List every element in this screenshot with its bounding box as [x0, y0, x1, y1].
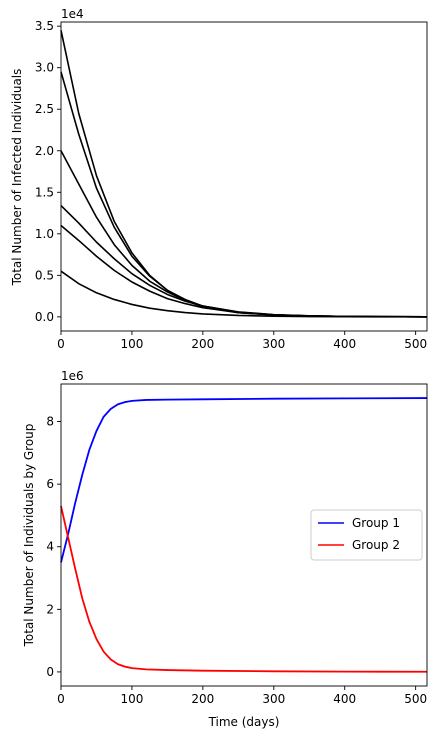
group-x-axis-label: Time (days) — [208, 715, 280, 729]
group-x-tick-label: 0 — [57, 692, 65, 706]
group-x-tick-label: 200 — [191, 692, 214, 706]
group-x-tick-label: 100 — [120, 692, 143, 706]
infected-y-tick-label: 0.5 — [35, 268, 54, 282]
infected-y-tick-label: 1.5 — [35, 185, 54, 199]
group-x-ticks: 0 100 200 300 400 500 — [57, 686, 427, 706]
group-plot-frame — [60, 383, 428, 687]
infected-series-line-1 — [60, 30, 428, 318]
infected-y-axis-label: Total Number of Infected Individuals — [10, 69, 24, 287]
legend-label-group-1: Group 1 — [352, 516, 400, 530]
group-y-tick-label: 0 — [46, 665, 54, 679]
group-chart: 0 100 200 300 400 500 0 2 4 6 8 1e6 Total Number … — [22, 369, 428, 729]
group-offset-text: 1e6 — [61, 369, 84, 383]
group-y-tick-label: 8 — [46, 415, 54, 429]
infected-y-tick-label: 3.0 — [35, 61, 54, 75]
infected-y-tick-label: 3.5 — [35, 19, 54, 33]
group-x-tick-label: 400 — [333, 692, 356, 706]
group-y-tick-label: 6 — [46, 477, 54, 491]
infected-series-line-5 — [60, 224, 428, 318]
infected-x-tick-label: 200 — [191, 337, 214, 351]
infected-series-line-3 — [60, 150, 428, 318]
infected-plot-frame — [60, 21, 428, 332]
infected-x-ticks: 0 100 200 300 400 500 — [57, 331, 427, 351]
group-y-tick-label: 4 — [46, 540, 54, 554]
group-series-line-1 — [60, 397, 428, 563]
group-y-tick-label: 2 — [46, 602, 54, 616]
infected-y-tick-label: 0.0 — [35, 310, 54, 324]
legend-label-group-2: Group 2 — [352, 538, 400, 552]
infected-x-tick-label: 0 — [57, 337, 65, 351]
infected-x-tick-label: 400 — [333, 337, 356, 351]
group-x-tick-label: 500 — [404, 692, 427, 706]
infected-x-tick-label: 500 — [404, 337, 427, 351]
infected-series-group — [60, 30, 428, 318]
infected-series-line-6 — [60, 270, 428, 318]
infected-x-tick-label: 300 — [262, 337, 285, 351]
legend: Group 1 Group 2 — [310, 509, 423, 561]
infected-y-tick-label: 2.0 — [35, 144, 54, 158]
group-x-tick-label: 300 — [262, 692, 285, 706]
infected-y-tick-label: 2.5 — [35, 102, 54, 116]
group-y-axis-label: Total Number of Individuals by Group — [22, 424, 36, 648]
infected-offset-text: 1e4 — [61, 7, 84, 21]
group-y-ticks: 0 2 4 6 8 — [46, 415, 61, 679]
infected-chart: 0 100 200 300 400 500 0.0 0.5 1.0 1.5 2.0 2.5 3.0 3.… — [10, 7, 428, 351]
group-series-group — [60, 397, 428, 673]
infected-x-tick-label: 100 — [120, 337, 143, 351]
infected-y-ticks: 0.0 0.5 1.0 1.5 2.0 2.5 3.0 3.5 — [35, 19, 61, 324]
infected-series-line-2 — [60, 71, 428, 318]
group-series-line-2 — [60, 505, 428, 673]
infected-y-tick-label: 1.0 — [35, 227, 54, 241]
